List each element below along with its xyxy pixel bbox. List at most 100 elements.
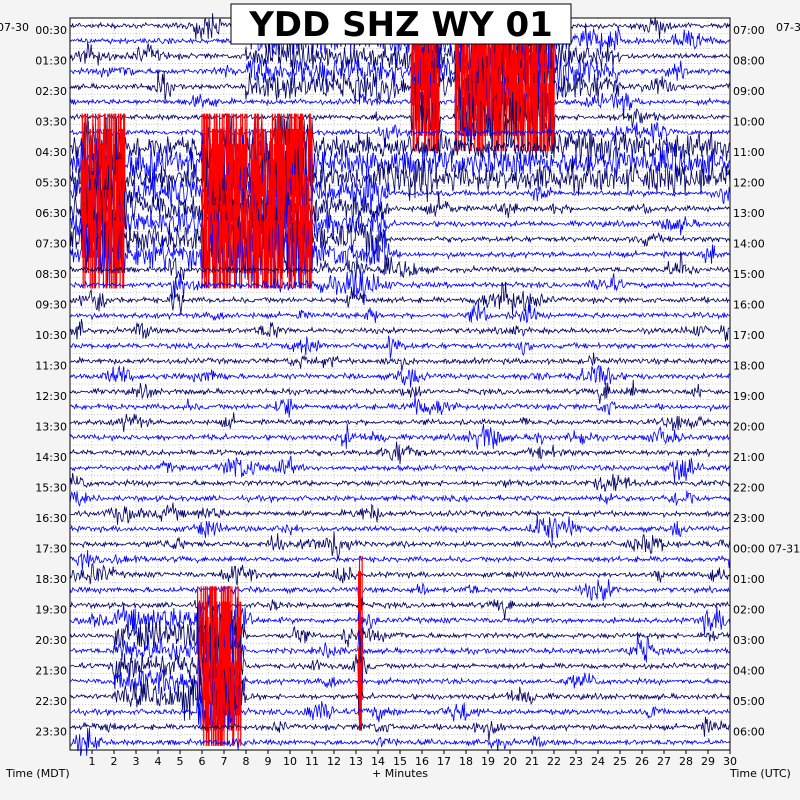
- right-time-label: 07:00: [733, 24, 765, 37]
- left-time-label: 05:30: [35, 177, 67, 190]
- left-time-label: 16:30: [35, 512, 67, 525]
- left-time-label: 00:30: [35, 24, 67, 37]
- left-time-labels: 00:30 01:30 02:30 03:30 04:30 05:30 06:30 07:30…: [35, 24, 67, 739]
- x-tick-label: 10: [283, 755, 297, 768]
- trace-row-20: [69, 319, 731, 342]
- x-tick-label: 24: [591, 755, 605, 768]
- trace-row-31: [69, 490, 731, 507]
- trace-row-40: [69, 605, 731, 666]
- right-time-label: 09:00: [733, 85, 765, 98]
- right-time-label: 22:00: [733, 482, 765, 495]
- trace-row-19: [69, 300, 731, 324]
- x-tick-label: 29: [701, 755, 715, 768]
- trace-row-26: [69, 412, 731, 433]
- trace-row-17: [69, 269, 731, 306]
- trace-row-33: [69, 514, 731, 543]
- left-time-label: 14:30: [35, 451, 67, 464]
- trace-row-8: [69, 117, 731, 178]
- left-time-label: 23:30: [35, 726, 67, 739]
- left-time-label: 09:30: [35, 299, 67, 312]
- x-tick-label: 25: [613, 755, 627, 768]
- left-time-label: 20:30: [35, 634, 67, 647]
- right-time-label: 18:00: [733, 360, 765, 373]
- trace-row-9: [69, 132, 731, 193]
- x-axis-ticks: 1 2 3 4 5 6 7 8 9 10 11 12 13 14 15 16 17 18 19 20 21 22 23 24 2…: [89, 750, 737, 768]
- x-tick-label: 6: [199, 755, 206, 768]
- trace-row-38: [69, 595, 731, 620]
- left-time-label: 17:30: [35, 543, 67, 556]
- x-tick-label: 11: [305, 755, 319, 768]
- trace-row-28: [69, 441, 731, 465]
- left-time-label: 03:30: [35, 116, 67, 129]
- right-time-label: 06:00: [733, 726, 765, 739]
- x-tick-label: 17: [437, 755, 451, 768]
- trace-row-11: [69, 163, 731, 224]
- left-time-label: 18:30: [35, 573, 67, 586]
- left-time-label: 08:30: [35, 268, 67, 281]
- x-tick-label: 9: [265, 755, 272, 768]
- x-tick-label: 22: [547, 755, 561, 768]
- x-tick-label: 4: [155, 755, 162, 768]
- left-time-label: 07:30: [35, 238, 67, 251]
- right-time-label: 02:00: [733, 604, 765, 617]
- right-axis-title: Time (UTC): [729, 767, 791, 780]
- title-box: [230, 3, 572, 45]
- x-tick-label: 1: [89, 755, 96, 768]
- x-tick-label: 14: [371, 755, 385, 768]
- trace-row-27: [69, 423, 730, 450]
- left-time-label: 19:30: [35, 604, 67, 617]
- left-date-label: 07-30: [0, 21, 29, 34]
- right-time-label: 14:00: [733, 238, 765, 251]
- trace-row-42: [69, 636, 731, 697]
- x-tick-label: 8: [243, 755, 250, 768]
- trace-row-12: [69, 177, 731, 239]
- trace-row-35: [69, 550, 731, 571]
- trace-row-43: [69, 651, 731, 711]
- trace-row-32: [69, 502, 731, 525]
- trace-row-1: [69, 10, 731, 71]
- trace-row-6: [69, 86, 731, 148]
- right-time-label: 13:00: [733, 207, 765, 220]
- left-time-label: 11:30: [35, 360, 67, 373]
- x-tick-label: 5: [177, 755, 184, 768]
- trace-row-44: [69, 666, 731, 727]
- x-tick-label: 19: [481, 755, 495, 768]
- trace-row-25: [69, 396, 731, 418]
- right-time-labels: 07:00 08:00 09:00 10:00 11:00 12:00 13:00 14:00…: [733, 24, 800, 739]
- trace-row-3: [70, 41, 731, 102]
- trace-row-18: [69, 282, 731, 316]
- x-tick-label: 28: [679, 755, 693, 768]
- right-time-label: 11:00: [733, 146, 765, 159]
- right-time-label: 21:00: [733, 451, 765, 464]
- right-time-label: 01:00: [733, 573, 765, 586]
- right-time-label: 17:00: [733, 329, 765, 342]
- trace-row-14: [69, 208, 731, 270]
- x-tick-label: 13: [349, 755, 363, 768]
- x-tick-label: 21: [525, 755, 539, 768]
- trace-row-36: [69, 563, 731, 586]
- left-time-label: 22:30: [35, 695, 67, 708]
- trace-row-16: [69, 252, 731, 280]
- trace-row-2: [69, 25, 731, 87]
- right-time-label: 03:00: [733, 634, 765, 647]
- x-axis-title: + Minutes: [372, 767, 428, 780]
- x-tick-label: 27: [657, 755, 671, 768]
- right-time-label: 04:00: [733, 665, 765, 678]
- trace-row-41: [69, 620, 731, 681]
- x-tick-label: 2: [111, 755, 118, 768]
- x-tick-label: 26: [635, 755, 649, 768]
- left-time-label: 13:30: [35, 421, 67, 434]
- x-tick-label: 3: [133, 755, 140, 768]
- right-time-label: 23:00: [733, 512, 765, 525]
- right-time-label: 12:00: [733, 177, 765, 190]
- left-axis-title: Time (MDT): [5, 767, 70, 780]
- trace-row-4: [69, 56, 731, 117]
- left-time-label: 12:30: [35, 390, 67, 403]
- right-time-label: 08:00: [733, 55, 765, 68]
- left-time-label: 02:30: [35, 85, 67, 98]
- left-time-label: 04:30: [35, 146, 67, 159]
- right-time-label: 05:00: [733, 695, 765, 708]
- right-time-label: 10:00: [733, 116, 765, 129]
- trace-row-7: [69, 122, 731, 148]
